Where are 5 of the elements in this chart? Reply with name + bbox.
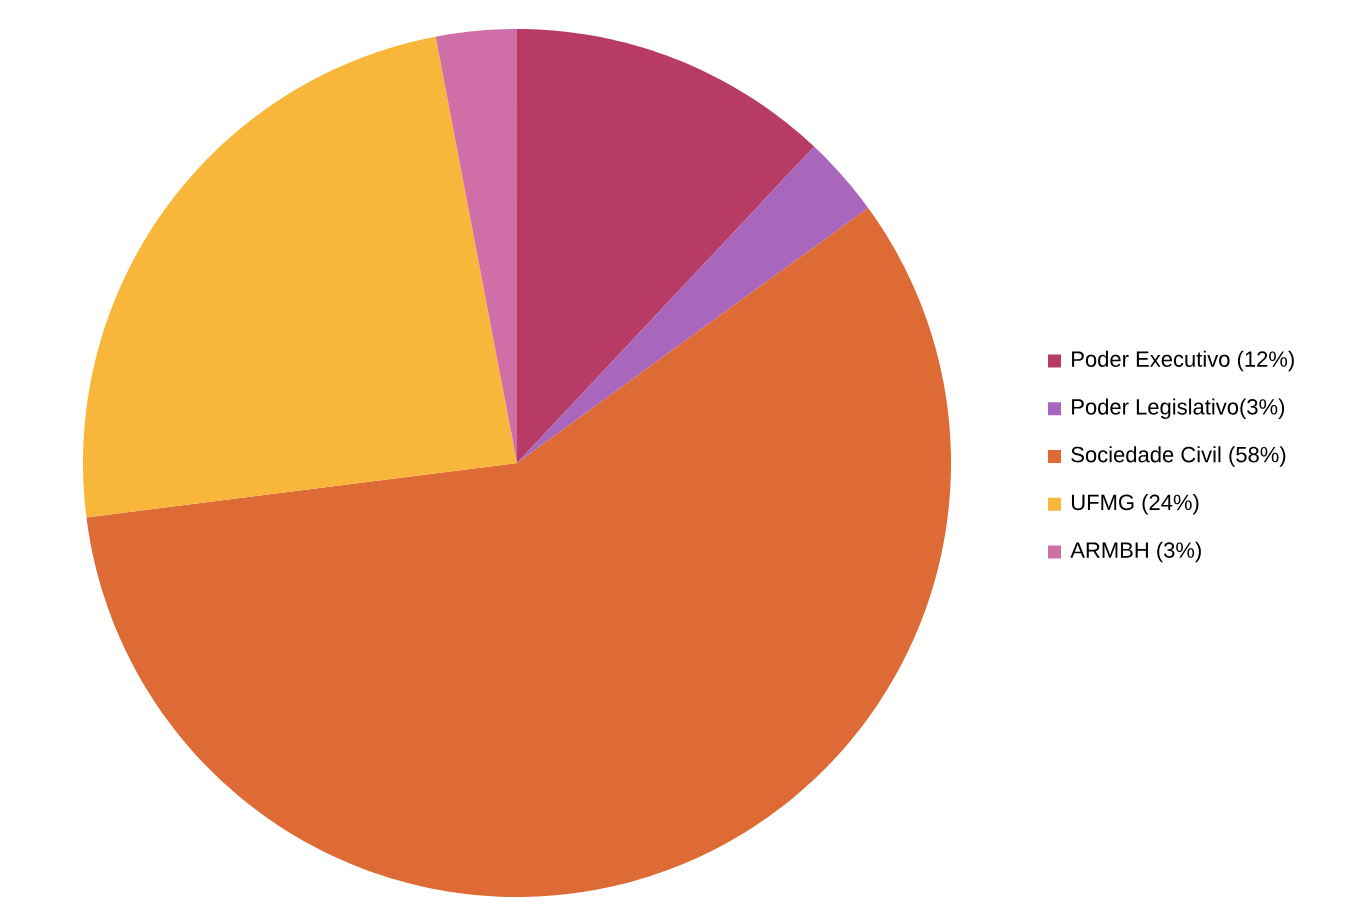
legend-label: UFMG (24%) <box>1071 494 1199 515</box>
legend-label: Poder Executivo (12%) <box>1072 350 1294 372</box>
legend-label: ARMBH (3%) <box>1070 541 1201 563</box>
legend-label: Sociedade Civil (58%) <box>1071 446 1286 467</box>
legend-label: Poder Legislativo(3%) <box>1072 398 1285 419</box>
